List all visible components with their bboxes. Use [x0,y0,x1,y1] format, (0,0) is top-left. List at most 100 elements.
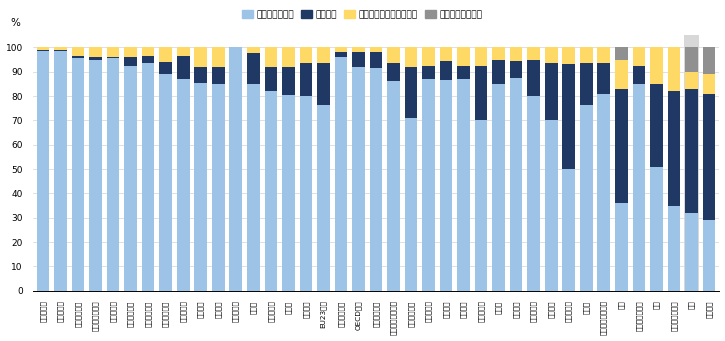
Bar [685,47,697,72]
Bar [194,67,207,83]
Bar [352,47,365,52]
Bar [457,47,470,65]
Bar [615,47,628,60]
Bar [527,96,540,291]
Bar [440,61,452,80]
Bar [299,47,312,63]
Bar [37,51,49,291]
Bar [545,47,558,63]
Bar [475,47,487,65]
Bar [422,65,435,79]
Bar [422,47,435,65]
Bar [510,78,523,291]
Bar [685,213,697,291]
Bar [615,203,628,291]
Bar [387,63,399,81]
Bar [107,57,120,58]
Bar [440,80,452,291]
Y-axis label: %: % [10,17,20,28]
Bar [177,79,189,291]
Bar [54,47,67,50]
Bar [317,105,330,291]
Bar [299,96,312,291]
Bar [405,118,418,291]
Bar [177,56,189,79]
Bar [492,84,505,291]
Bar [684,33,699,296]
Bar [387,81,399,291]
Bar [668,91,680,206]
Bar [37,47,49,50]
Bar [580,105,592,291]
Bar [107,47,120,57]
Bar [492,47,505,60]
Bar [335,47,347,52]
Bar [563,64,575,169]
Bar [370,52,382,68]
Bar [422,79,435,291]
Bar [440,47,452,61]
Bar [545,120,558,291]
Bar [299,63,312,96]
Bar [212,47,225,67]
Bar [703,220,716,291]
Bar [317,47,330,63]
Bar [352,52,365,67]
Bar [177,47,189,56]
Bar [72,47,84,56]
Bar [160,47,172,62]
Bar [597,93,610,291]
Bar [703,74,716,93]
Bar [580,47,592,63]
Bar [475,120,487,291]
Bar [89,57,102,60]
Bar [563,47,575,64]
Bar [247,47,260,54]
Bar [457,65,470,79]
Bar [54,51,67,291]
Bar [387,47,399,63]
Bar [650,84,663,167]
Bar [685,72,697,89]
Bar [194,83,207,291]
Bar [370,47,382,52]
Bar [405,47,418,67]
Bar [282,67,294,95]
Bar [142,47,154,56]
Bar [510,47,523,61]
Bar [615,89,628,203]
Bar [352,67,365,291]
Bar [632,65,645,84]
Bar [510,61,523,78]
Bar [317,63,330,105]
Bar [632,47,645,65]
Bar [615,60,628,89]
Bar [335,57,347,291]
Bar [527,60,540,96]
Bar [370,68,382,291]
Bar [265,47,277,67]
Bar [703,93,716,220]
Bar [194,47,207,67]
Bar [107,58,120,291]
Bar [265,91,277,291]
Bar [142,63,154,291]
Bar [37,50,49,51]
Bar [265,67,277,91]
Bar [545,63,558,120]
Bar [335,52,347,57]
Bar [668,47,680,91]
Bar [685,89,697,213]
Bar [160,62,172,74]
Bar [282,47,294,67]
Bar [703,47,716,74]
Bar [72,58,84,291]
Bar [650,47,663,84]
Bar [650,167,663,291]
Bar [142,56,154,63]
Bar [72,56,84,58]
Bar [247,54,260,84]
Bar [475,65,487,120]
Bar [632,84,645,291]
Legend: 公財政教育支出, 家計支出, その他の指擮部門の支出, すべての私費負担: 公財政教育支出, 家計支出, その他の指擮部門の支出, すべての私費負担 [239,6,486,23]
